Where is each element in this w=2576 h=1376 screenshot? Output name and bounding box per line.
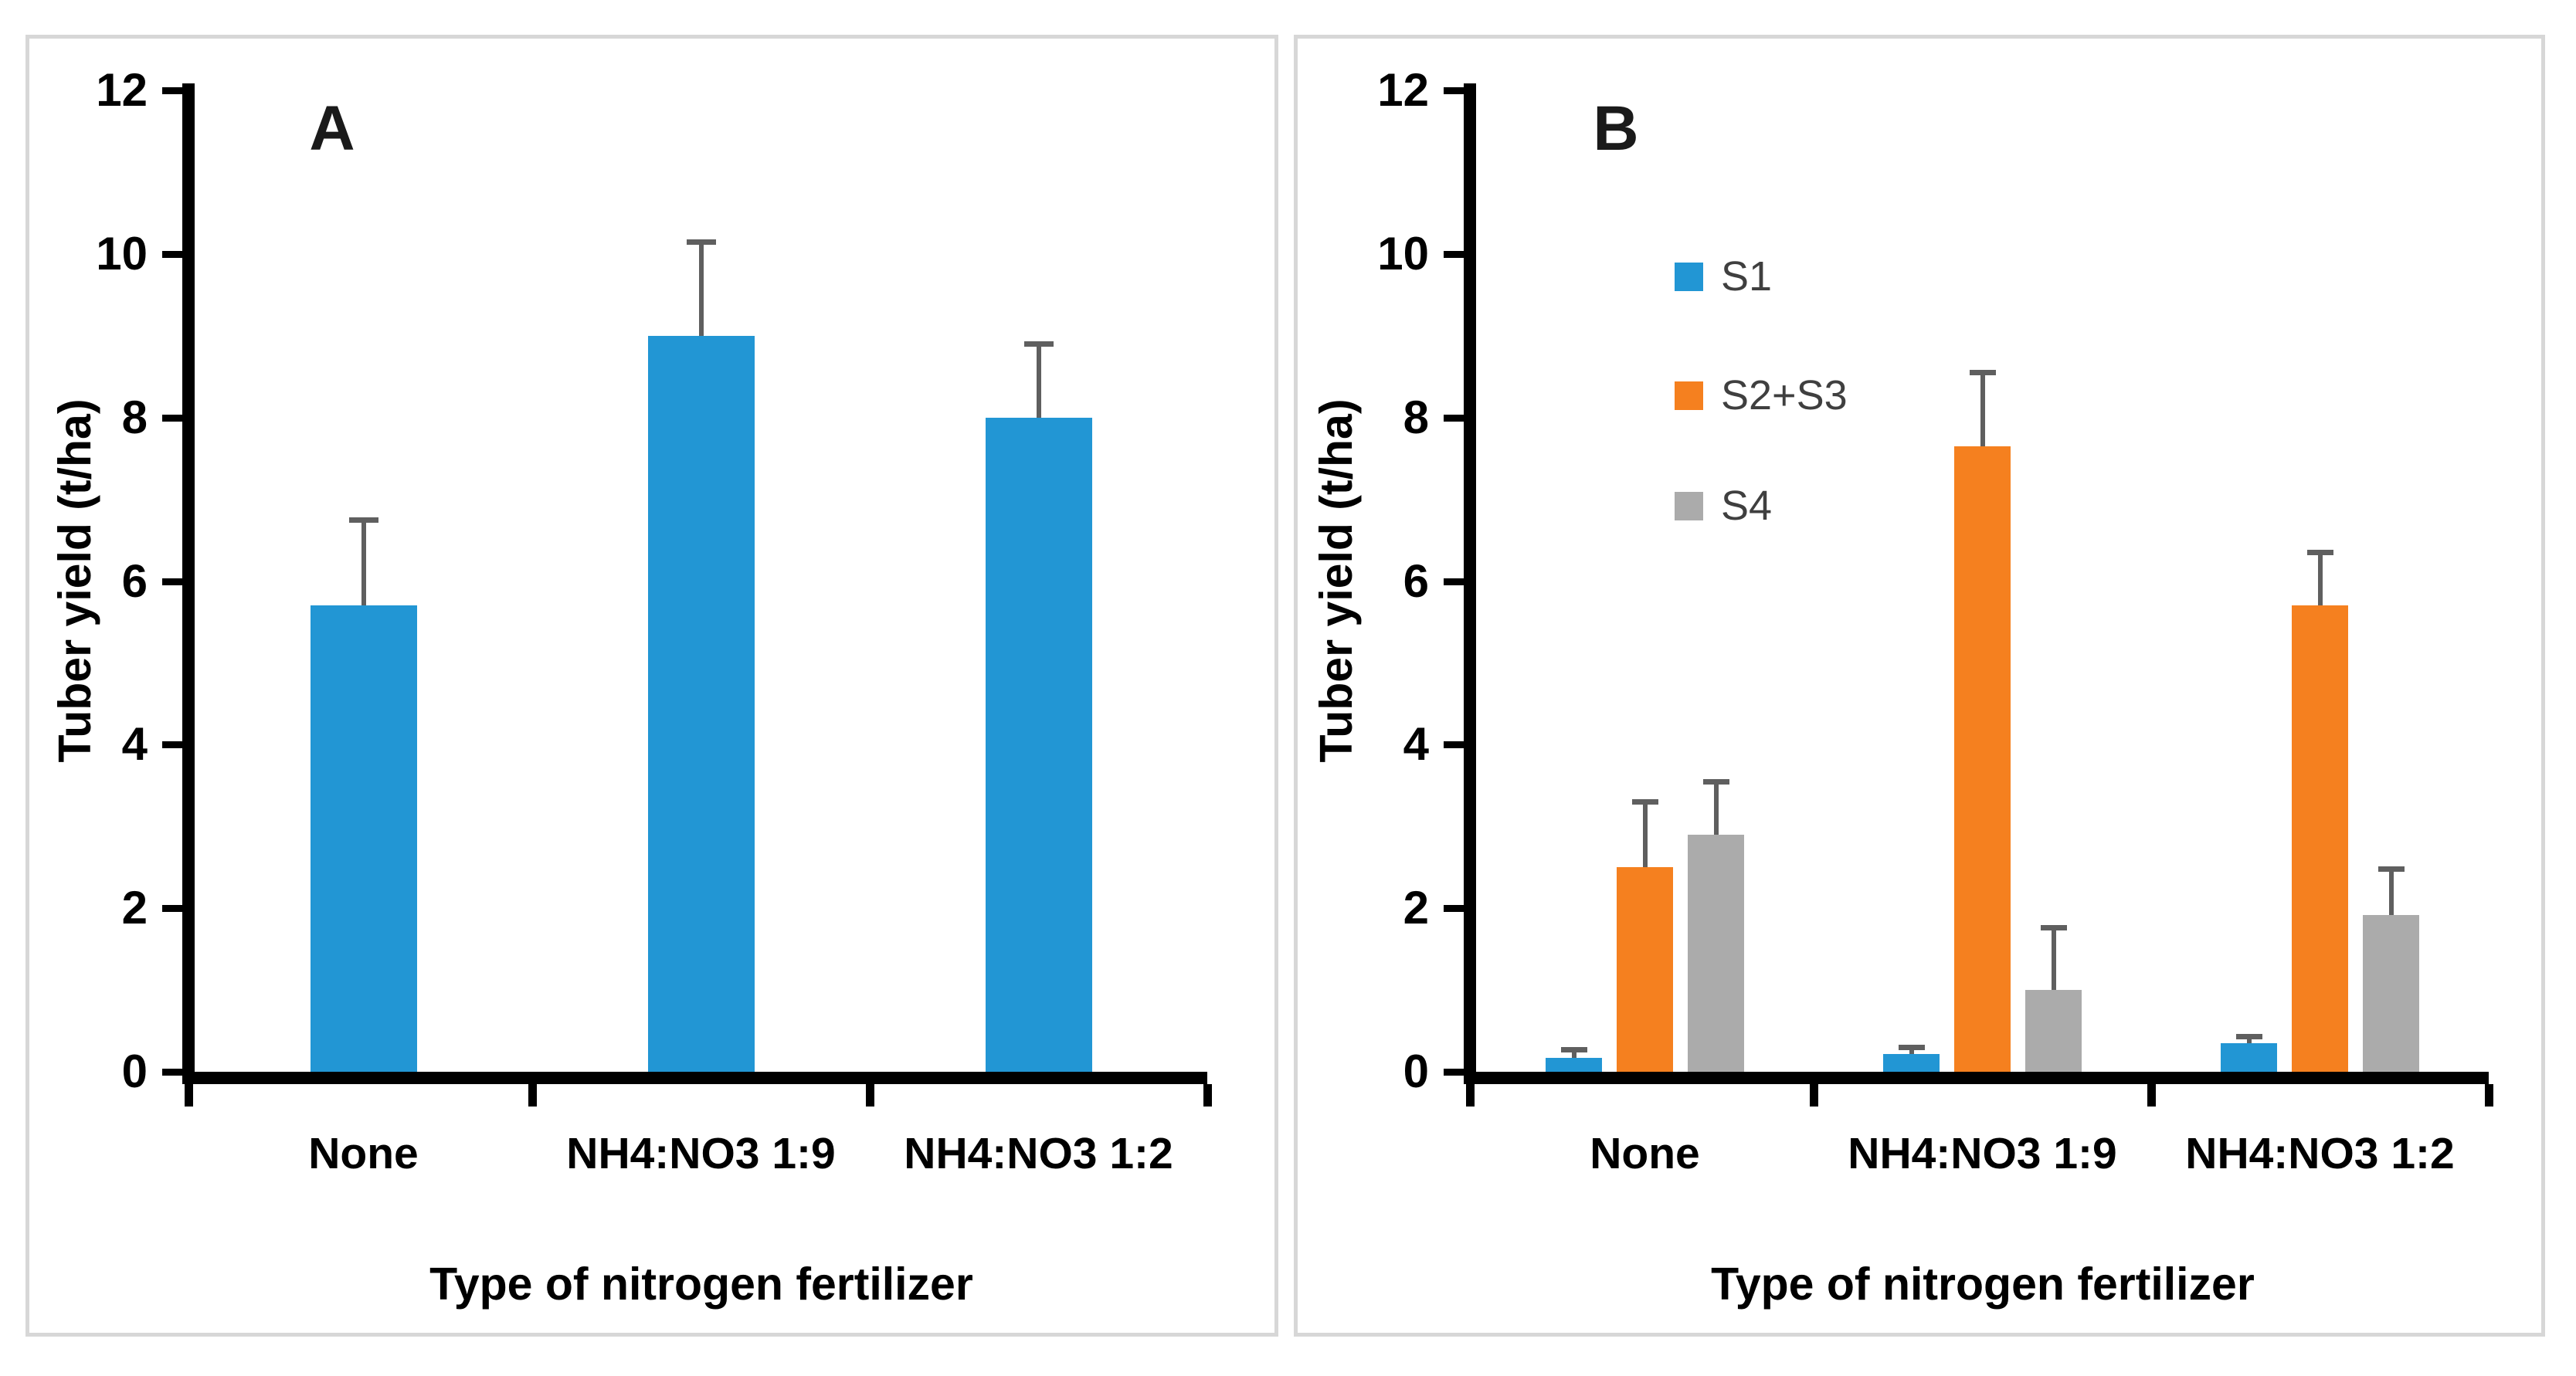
legend-swatch-S4 <box>1675 492 1703 520</box>
error-bar-cap <box>2377 866 2405 873</box>
error-bar-cap <box>1898 1045 1925 1051</box>
error-bar-cap <box>2235 1034 2262 1040</box>
y-tick-label: 0 <box>121 1046 148 1097</box>
error-bar-cap <box>1560 1047 1587 1053</box>
y-tick-label: 8 <box>121 391 148 443</box>
bar-A-NH4:NO3 1:9-Tuber yield <box>647 335 755 1072</box>
y-tick-mark <box>162 1069 182 1076</box>
bar-B-NH4:NO3 1:9-S4 <box>2025 990 2082 1072</box>
bar-B-NH4:NO3 1:2-S1 <box>2221 1042 2277 1072</box>
y-tick-mark <box>162 250 182 258</box>
error-bar-stem <box>1571 1049 1576 1058</box>
error-bar-stem <box>1980 372 1985 446</box>
x-tick-mark <box>1810 1084 1818 1107</box>
x-axis-title-a: Type of nitrogen fertilizer <box>429 1259 973 1310</box>
x-tick-label: NH4:NO3 1:2 <box>2185 1129 2455 1178</box>
error-bar-cap <box>1631 799 1658 805</box>
y-tick-mark <box>162 741 182 749</box>
error-bar-stem <box>1713 781 1719 835</box>
x-tick-label: NH4:NO3 1:9 <box>566 1129 836 1178</box>
bar-A-None-Tuber yield <box>310 605 417 1072</box>
y-tick-label: 12 <box>1377 64 1429 116</box>
legend-label-S4: S4 <box>1721 483 1773 529</box>
y-tick-label: 0 <box>1403 1046 1429 1097</box>
y-tick-label: 10 <box>96 227 148 280</box>
legend-label-S2+S3: S2+S3 <box>1721 372 1848 419</box>
x-tick-mark <box>2485 1084 2493 1107</box>
error-bar-stem <box>2051 927 2056 991</box>
y-tick-label: 4 <box>121 718 148 771</box>
error-bar-stem <box>1036 344 1041 418</box>
error-bar-cap <box>686 239 716 245</box>
bar-B-None-S1 <box>1546 1057 1602 1072</box>
legend-swatch-S1 <box>1675 263 1703 291</box>
error-bar-cap <box>348 517 378 524</box>
y-tick-mark <box>1444 1069 1464 1076</box>
bar-B-None-S2+S3 <box>1617 867 1673 1072</box>
error-bar-cap <box>1969 370 1996 376</box>
legend-label-S1: S1 <box>1721 253 1773 300</box>
panel-letter-a: A <box>309 93 355 164</box>
x-axis-title-b: Type of nitrogen fertilizer <box>1711 1259 2255 1310</box>
error-bar-stem <box>1642 802 1648 868</box>
y-tick-mark <box>1444 905 1464 913</box>
error-bar-cap <box>1023 341 1054 347</box>
x-tick-label: NH4:NO3 1:9 <box>1848 1129 2117 1178</box>
error-bar-stem <box>361 520 366 606</box>
y-tick-mark <box>162 905 182 913</box>
y-tick-mark <box>1444 250 1464 258</box>
panel-letter-b: B <box>1593 93 1639 164</box>
x-tick-mark <box>1203 1084 1212 1107</box>
error-bar-cap <box>2306 550 2333 556</box>
x-axis-line <box>182 1072 1207 1084</box>
x-tick-label: None <box>308 1129 419 1178</box>
y-tick-label: 2 <box>1403 882 1429 934</box>
x-axis-line <box>1464 1072 2489 1084</box>
y-tick-label: 12 <box>96 64 148 116</box>
error-bar-stem <box>698 241 704 336</box>
y-axis-line <box>1464 83 1476 1084</box>
y-tick-mark <box>162 578 182 585</box>
bar-B-NH4:NO3 1:2-S2+S3 <box>2292 605 2348 1072</box>
x-tick-mark <box>2147 1084 2156 1107</box>
x-tick-label: NH4:NO3 1:2 <box>904 1129 1173 1178</box>
x-tick-mark <box>528 1084 537 1107</box>
error-bar-stem <box>2388 869 2394 915</box>
error-bar-stem <box>2246 1036 2252 1043</box>
x-tick-mark <box>185 1084 193 1107</box>
legend-swatch-S2+S3 <box>1675 381 1703 410</box>
bar-B-None-S4 <box>1688 834 1744 1072</box>
x-tick-mark <box>866 1084 874 1107</box>
y-tick-label: 6 <box>1403 554 1429 607</box>
y-tick-label: 6 <box>121 554 148 607</box>
y-tick-label: 4 <box>1403 718 1429 771</box>
x-tick-label: None <box>1590 1129 1700 1178</box>
x-tick-mark <box>1466 1084 1475 1107</box>
y-tick-label: 8 <box>1403 391 1429 443</box>
y-tick-mark <box>162 414 182 422</box>
bar-A-NH4:NO3 1:2-Tuber yield <box>985 417 1092 1072</box>
y-tick-mark <box>1444 741 1464 749</box>
y-tick-mark <box>1444 578 1464 585</box>
error-bar-stem <box>2317 552 2323 606</box>
y-tick-mark <box>1444 87 1464 94</box>
y-tick-label: 10 <box>1377 227 1429 280</box>
y-axis-line <box>182 83 195 1084</box>
y-tick-mark <box>1444 414 1464 422</box>
y-tick-mark <box>162 87 182 94</box>
bar-B-NH4:NO3 1:2-S4 <box>2363 914 2419 1072</box>
bar-B-NH4:NO3 1:9-S1 <box>1883 1053 1940 1072</box>
y-tick-label: 2 <box>121 882 148 934</box>
error-bar-cap <box>2040 924 2067 930</box>
bar-B-NH4:NO3 1:9-S2+S3 <box>1954 446 2011 1072</box>
error-bar-cap <box>1702 778 1729 785</box>
error-bar-stem <box>1909 1047 1914 1054</box>
